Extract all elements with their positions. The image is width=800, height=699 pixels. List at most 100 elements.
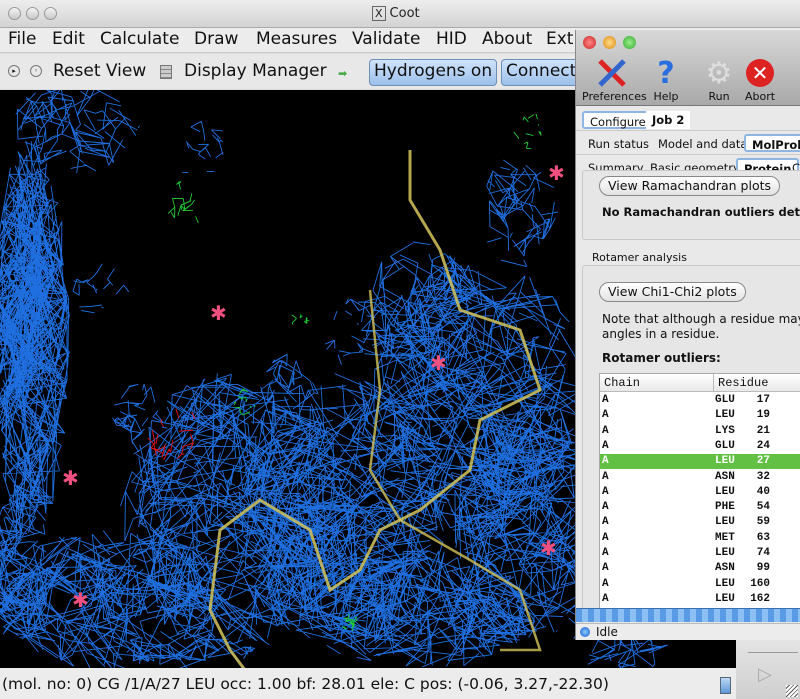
table-row[interactable]: A GLU 17	[600, 393, 800, 408]
table-row[interactable]: A LEU 160	[600, 577, 800, 592]
rotate-left-icon[interactable]: ▸	[8, 65, 20, 77]
main-title-bar: X Coot	[0, 0, 800, 28]
menu-about[interactable]: About	[482, 29, 533, 49]
cell-chain: A	[602, 394, 609, 406]
tab-model-and-data[interactable]: Model and data	[658, 137, 748, 151]
table-row[interactable]: A MET 63	[600, 531, 800, 546]
ramachandran-result: No Ramachandran outliers detecte	[602, 205, 800, 219]
table-row[interactable]: A LEU 59	[600, 515, 800, 530]
window-title: X Coot	[372, 6, 420, 21]
density-mesh	[0, 494, 48, 639]
cell-chain: A	[602, 470, 609, 483]
table-row[interactable]: A LEU 162	[600, 592, 800, 607]
cell-residue-number: 74	[756, 547, 770, 559]
water-marker[interactable]: ✱	[72, 588, 89, 612]
cell-residue-number: 99	[756, 562, 770, 575]
cell-residue-number: 32	[756, 470, 770, 483]
cell-residue-name: LEU	[715, 592, 735, 605]
cell-residue-name: ASN	[715, 470, 735, 483]
view-ramachandran-button[interactable]: View Ramachandran plots	[599, 176, 781, 196]
cell-residue-name: ASN	[715, 562, 735, 575]
tools-icon	[582, 56, 642, 90]
menu-hid[interactable]: HID	[436, 29, 467, 49]
atom-info-status: (mol. no: 0) CG /1/A/27 LEU occ: 1.00 bf…	[0, 668, 736, 699]
protein-sidechain[interactable]	[368, 289, 542, 652]
cell-residue-number: 17	[756, 394, 770, 406]
table-row[interactable]: A LEU 74	[600, 546, 800, 561]
close-button[interactable]	[583, 36, 596, 49]
menu-edit[interactable]: Edit	[52, 29, 85, 49]
cell-residue-name: LEU	[715, 485, 735, 498]
cell-residue-name: LEU	[715, 577, 735, 590]
cell-chain: A	[602, 547, 609, 559]
table-row[interactable]: A GLU 24	[600, 439, 800, 454]
column-header-chain[interactable]: Chain	[600, 374, 714, 392]
cell-residue-number: 160	[750, 577, 770, 590]
cell-residue-name: LYS	[715, 424, 735, 437]
play-icon[interactable]: ▷	[758, 664, 772, 685]
tab-run-status[interactable]: Run status	[588, 137, 650, 151]
cell-residue-number: 162	[750, 592, 770, 605]
zoom-button[interactable]	[44, 7, 57, 20]
run-button[interactable]: ⚙ Run	[702, 56, 736, 104]
close-button[interactable]	[8, 7, 21, 20]
table-row[interactable]: A LEU 40	[600, 485, 800, 500]
minimize-button[interactable]	[603, 36, 616, 49]
tab-job-2[interactable]: Job 2	[646, 111, 691, 129]
difference-map-positive	[342, 613, 358, 631]
rotate-right-icon[interactable]: ◦	[30, 65, 42, 77]
menu-file[interactable]: File	[8, 29, 37, 49]
preferences-button[interactable]: Preferences	[582, 56, 647, 103]
menu-extensions[interactable]: Ext	[546, 29, 574, 49]
water-marker[interactable]: ✱	[210, 301, 227, 325]
menu-calculate[interactable]: Calculate	[100, 29, 180, 49]
menu-draw[interactable]: Draw	[194, 29, 239, 49]
table-row[interactable]: A LEU 19	[600, 408, 800, 423]
water-marker[interactable]: ✱	[540, 536, 557, 560]
table-row[interactable]: A ASN 32	[600, 470, 800, 485]
abort-button[interactable]: ✕ Abort	[742, 56, 778, 103]
water-marker[interactable]: ✱	[430, 351, 447, 375]
help-button[interactable]: ? Help	[650, 56, 682, 104]
water-marker[interactable]: ✱	[548, 161, 565, 185]
minimize-button[interactable]	[26, 7, 39, 20]
menu-validate[interactable]: Validate	[352, 29, 421, 49]
table-row[interactable]: A PHE 54	[600, 500, 800, 515]
table-row[interactable]: A LEU 27	[600, 454, 800, 470]
density-mesh	[303, 550, 536, 668]
density-map-view[interactable]: ✱ ✱ ✱ ✱ ✱ ✱	[0, 90, 736, 668]
tab-clashes[interactable]: Cl	[792, 161, 800, 175]
water-marker[interactable]: ✱	[62, 466, 79, 490]
reset-view-button[interactable]: Reset View	[53, 61, 147, 81]
tab-configure[interactable]: Configure	[582, 111, 654, 129]
cell-residue-name: GLU	[715, 439, 735, 452]
tab-molprobity[interactable]: MolProbit	[744, 134, 800, 152]
density-mesh	[15, 90, 140, 174]
menu-measures[interactable]: Measures	[256, 29, 338, 49]
rotamer-outliers-table[interactable]: Chain Residue A GLU 17 A LEU 19 A LYS 21 A GLU 24 A L…	[599, 373, 800, 610]
cell-residue-name: LEU	[715, 455, 735, 468]
zoom-button[interactable]	[623, 36, 636, 49]
cell-residue-number: 21	[756, 424, 770, 437]
side-panel: ▷	[736, 640, 800, 699]
cell-residue-name: MET	[715, 531, 735, 544]
density-mesh	[325, 298, 399, 365]
display-manager-button[interactable]: Display Manager	[184, 61, 327, 81]
note-line-1: Note that although a residue may lie	[602, 312, 800, 326]
rotamer-outliers-heading: Rotamer outliers:	[602, 351, 721, 365]
difference-map-positive	[513, 113, 542, 149]
density-mesh	[182, 120, 224, 173]
table-row[interactable]: A ASN 99	[600, 561, 800, 576]
cell-chain: A	[602, 562, 609, 575]
column-header-residue[interactable]: Residue	[714, 374, 800, 392]
table-row[interactable]: A LYS 21	[600, 424, 800, 439]
hydrogens-toggle[interactable]: Hydrogens on	[369, 59, 498, 86]
cell-chain: A	[602, 592, 609, 605]
density-mesh	[72, 263, 130, 314]
cell-residue-number: 54	[756, 501, 770, 514]
cell-residue-number: 59	[756, 516, 770, 529]
x11-icon: X	[372, 6, 386, 21]
arrow-icon[interactable]: ➡	[338, 67, 348, 80]
view-chi1-chi2-button[interactable]: View Chi1-Chi2 plots	[599, 282, 746, 302]
resize-grip[interactable]	[786, 685, 798, 697]
